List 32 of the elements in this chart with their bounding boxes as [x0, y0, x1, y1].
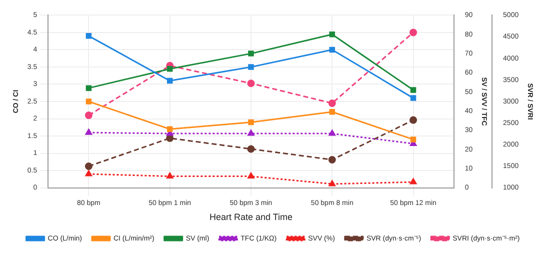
point — [248, 50, 254, 56]
point — [248, 172, 254, 179]
point — [248, 119, 254, 126]
point — [410, 95, 416, 101]
point — [84, 162, 92, 170]
point — [248, 64, 254, 70]
point — [248, 130, 254, 136]
point — [410, 178, 417, 184]
point — [328, 156, 336, 164]
point — [247, 145, 255, 153]
point — [85, 128, 92, 135]
point — [410, 136, 416, 142]
point — [410, 87, 416, 93]
point — [328, 180, 336, 186]
point — [166, 172, 174, 179]
point — [410, 116, 418, 124]
point — [410, 28, 418, 36]
point — [166, 66, 173, 72]
point — [247, 80, 255, 88]
point — [329, 32, 335, 38]
point — [328, 130, 336, 136]
point — [329, 46, 335, 53]
x-axis-title: Heart Rate and Time — [209, 212, 293, 222]
point — [329, 108, 335, 115]
point — [85, 170, 92, 176]
point — [86, 33, 92, 39]
point — [328, 99, 336, 107]
point — [166, 126, 173, 132]
point — [166, 78, 173, 84]
point — [86, 98, 92, 104]
point — [84, 112, 92, 120]
point — [86, 85, 92, 91]
